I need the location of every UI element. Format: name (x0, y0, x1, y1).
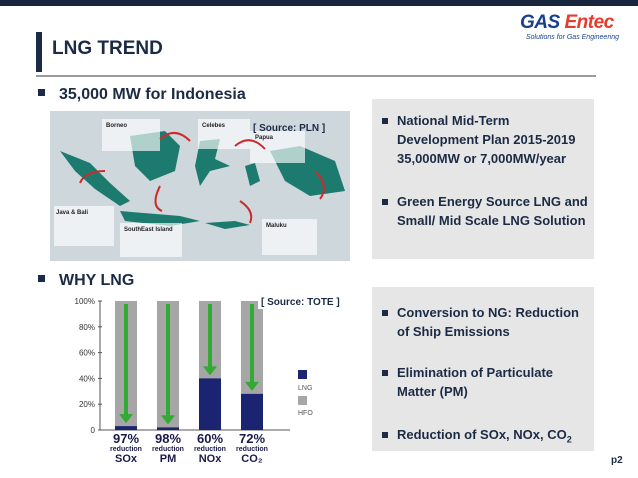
top-accent-bar (0, 0, 638, 6)
reduction-word-label: reduction (194, 446, 226, 453)
svg-text:Maluku: Maluku (266, 223, 287, 229)
map-graphic: Borneo Celebes Papua Java & Bali SouthEa… (50, 111, 350, 261)
logo-tagline: Solutions for Gas Engineering (526, 34, 619, 41)
legend-label-lng: LNG (298, 385, 312, 392)
legend-label-hfo: HFO (298, 410, 313, 417)
bar-lng-nox (199, 378, 221, 430)
y-tick-label: 80% (79, 323, 95, 332)
reduction-percent-label: 60% (197, 431, 223, 446)
section-heading-why-lng: WHY LNG (38, 272, 134, 290)
bullet-icon (382, 310, 388, 316)
bullet-icon (38, 89, 45, 97)
y-tick-label: 60% (79, 349, 95, 358)
bar-lng-co2 (241, 393, 263, 430)
title-divider (36, 75, 596, 77)
bullet-icon (382, 432, 388, 438)
reduction-percent-label: 72% (239, 431, 265, 446)
category-label: SOx (115, 453, 138, 465)
bullet-icon (382, 118, 388, 124)
company-logo: GAS Entec Solutions for Gas Engineering (520, 12, 630, 44)
svg-text:Celebes: Celebes (202, 123, 226, 129)
panel-item: Green Energy Source LNG and Small/ Mid S… (382, 192, 588, 230)
emission-benefits-panel: Conversion to NG: Reduction of Ship Emis… (372, 287, 594, 451)
bar-lng-sox (115, 426, 137, 430)
title-accent (36, 32, 42, 72)
panel-item: National Mid-Term Development Plan 2015-… (382, 111, 588, 168)
legend-swatch-lng (298, 370, 307, 379)
map-source-label: [ Source: PLN ] (253, 123, 326, 134)
y-tick-label: 20% (79, 400, 95, 409)
development-plan-panel: National Mid-Term Development Plan 2015-… (372, 99, 594, 259)
emission-reduction-chart: 020%40%60%80%100%97%reductionSOx98%reduc… (75, 297, 314, 465)
reduction-percent-label: 98% (155, 431, 181, 446)
indonesia-power-map: Borneo Celebes Papua Java & Bali SouthEa… (50, 111, 350, 261)
page-number: p2 (611, 455, 623, 466)
bar-lng-pm (157, 427, 179, 430)
svg-text:Borneo: Borneo (106, 123, 127, 129)
panel-item: Conversion to NG: Reduction of Ship Emis… (382, 303, 588, 341)
reduction-arrowhead (119, 414, 133, 424)
bullet-icon (382, 199, 388, 205)
svg-text:Papua: Papua (255, 135, 274, 141)
reduction-arrowhead (245, 381, 259, 391)
svg-text:SouthEast Island: SouthEast Island (124, 227, 173, 233)
reduction-percent-label: 97% (113, 431, 139, 446)
legend-swatch-hfo (298, 396, 307, 405)
panel-item: Reduction of SOx, NOx, CO2 (382, 425, 588, 450)
bullet-icon (382, 370, 388, 376)
logo-wordmark: GAS Entec (520, 12, 614, 33)
reduction-word-label: reduction (152, 446, 184, 453)
category-label: NOx (199, 453, 223, 465)
y-tick-label: 0 (91, 426, 96, 435)
panel-item: Elimination of Particulate Matter (PM) (382, 363, 588, 401)
category-label: CO₂ (241, 453, 263, 465)
reduction-arrowhead (161, 415, 175, 425)
reduction-arrowhead (203, 366, 217, 376)
page-title: LNG TREND (52, 38, 163, 59)
section-heading-indonesia: 35,000 MW for Indonesia (38, 86, 246, 104)
y-tick-label: 100% (75, 297, 95, 306)
reduction-word-label: reduction (236, 446, 268, 453)
y-tick-label: 40% (79, 374, 95, 383)
svg-text:Java & Bali: Java & Bali (56, 210, 88, 216)
chart-source-label: [ Source: TOTE ] (258, 296, 343, 309)
category-label: PM (160, 453, 177, 465)
reduction-word-label: reduction (110, 446, 142, 453)
bullet-icon (38, 275, 45, 283)
